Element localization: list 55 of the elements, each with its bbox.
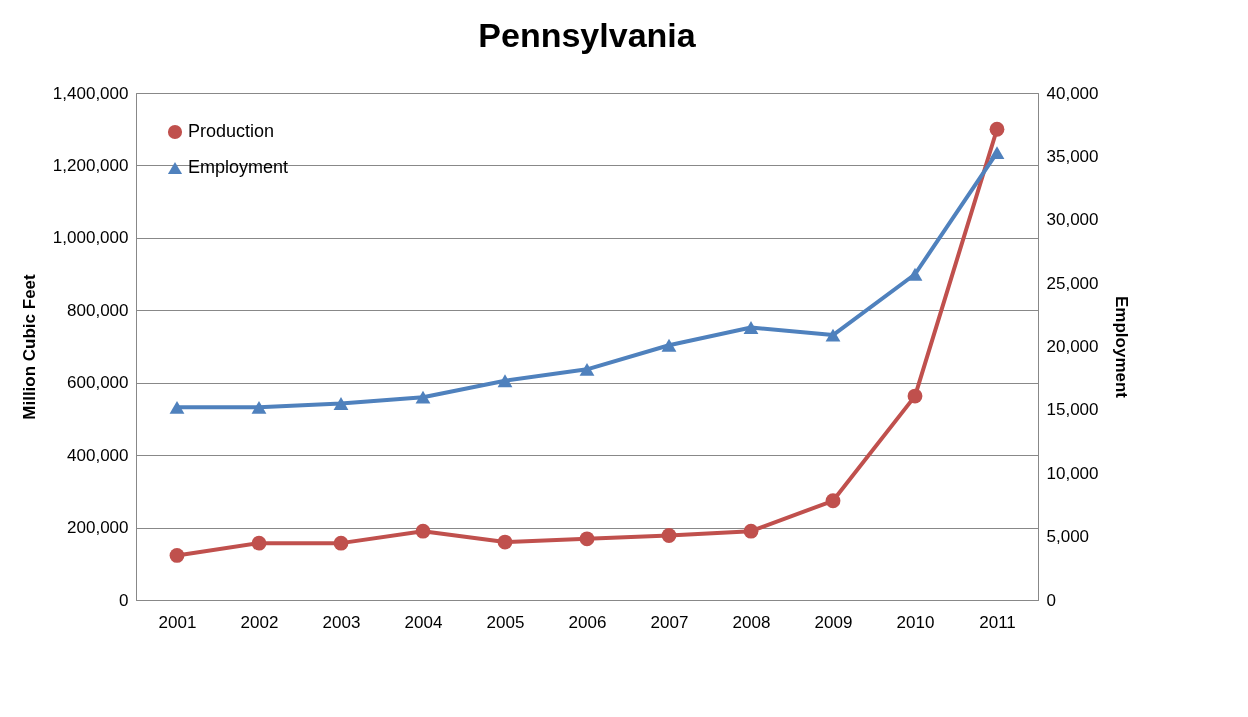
x-tick-label: 2011 <box>979 612 1016 632</box>
y2-tick-label: 25,000 <box>1046 273 1099 293</box>
point <box>743 321 759 334</box>
x-tick-label: 2003 <box>322 612 361 632</box>
point <box>989 121 1005 137</box>
legend-label: Employment <box>188 157 289 177</box>
point <box>661 338 677 352</box>
point <box>251 400 267 414</box>
point <box>661 528 677 543</box>
point <box>989 146 1005 159</box>
x-tick-label: 2005 <box>486 612 525 632</box>
point <box>579 531 595 547</box>
y2-tick-label: 5,000 <box>1046 527 1090 547</box>
point <box>333 397 349 410</box>
y-tick-label: 600,000 <box>67 373 129 393</box>
y2-tick-label: 20,000 <box>1046 337 1099 356</box>
y-tick-label: 1,400,000 <box>52 83 129 103</box>
point <box>497 534 513 550</box>
y-tick-label: 1,000,000 <box>52 228 129 248</box>
point <box>169 548 185 563</box>
legend-label: Production <box>188 121 275 141</box>
point <box>415 523 431 539</box>
x-tick-label: 2004 <box>404 612 443 632</box>
y2-tick-label: 35,000 <box>1046 146 1099 166</box>
point <box>907 267 923 281</box>
point <box>497 374 513 388</box>
point <box>907 388 923 404</box>
y2-tick-label: 0 <box>1046 590 1056 610</box>
point <box>825 493 841 509</box>
x-tick-label: 2002 <box>240 612 279 632</box>
y2-axis-title: Employment <box>1112 295 1132 399</box>
y2-tick-label: 30,000 <box>1046 210 1099 230</box>
point <box>169 400 185 414</box>
x-tick-label: 2010 <box>896 612 935 632</box>
x-tick-label: 2009 <box>814 612 853 632</box>
y-tick-label: 0 <box>119 590 129 610</box>
point <box>251 535 267 551</box>
x-tick-label: 2006 <box>568 612 607 632</box>
y-tick-label: 800,000 <box>67 300 129 320</box>
x-tick-label: 2007 <box>650 612 689 632</box>
y-tick-label: 400,000 <box>67 445 129 465</box>
point <box>333 535 349 551</box>
point <box>743 523 759 539</box>
y-axis-title: Million Cubic Feet <box>19 273 39 420</box>
y-tick-label: 200,000 <box>67 518 129 538</box>
x-tick-label: 2008 <box>732 612 771 632</box>
point <box>825 328 841 342</box>
point <box>579 362 595 376</box>
chart-title: Pennsylvania <box>478 16 697 54</box>
y2-tick-label: 40,000 <box>1046 83 1099 103</box>
point <box>415 390 431 404</box>
y-tick-label: 1,200,000 <box>52 155 129 175</box>
y2-tick-label: 15,000 <box>1046 400 1099 420</box>
x-tick-label: 2001 <box>158 612 197 632</box>
y2-tick-label: 10,000 <box>1046 463 1099 483</box>
